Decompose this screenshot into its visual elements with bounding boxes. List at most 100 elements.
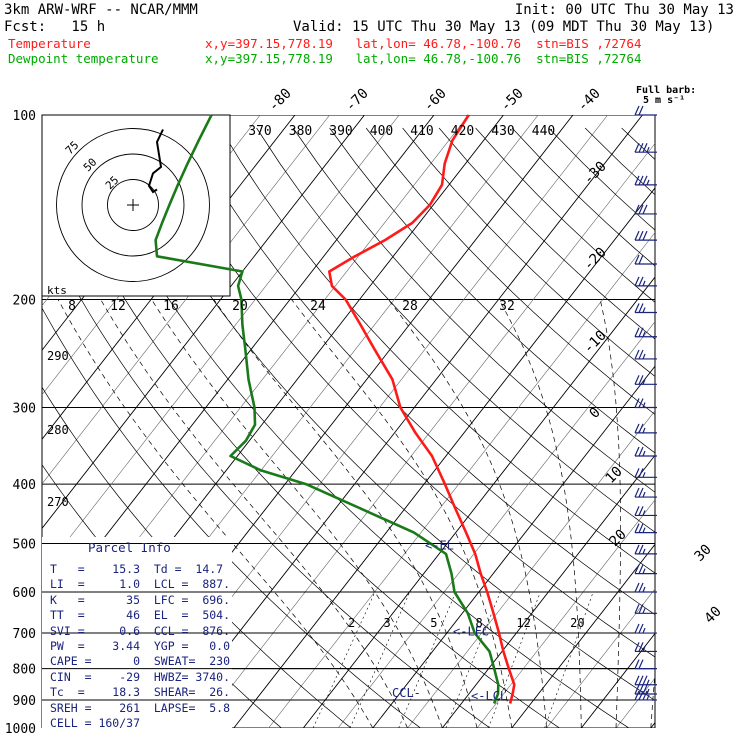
- wind-barb: [634, 276, 657, 287]
- pressure-tick-label: 1000: [5, 722, 36, 737]
- wind-barb: [634, 230, 657, 241]
- speed-scale-label: 28: [402, 299, 418, 314]
- parcel-info-row: CIN = -29 HWBZ= 3740.: [50, 669, 231, 684]
- dry-adiabat-line: [256, 127, 655, 533]
- temperature-location: x,y=397.15,778.19 lat,lon= 46.78,-100.76…: [205, 36, 642, 51]
- isotherm-label: 10: [603, 464, 626, 487]
- isotherm-line: [511, 543, 655, 728]
- hodograph-units: kts: [47, 284, 67, 297]
- wind-barb: [634, 604, 657, 614]
- isotherm-line: [302, 276, 655, 728]
- pressure-tick-label: 900: [13, 694, 36, 709]
- isotherm-line: [720, 115, 740, 728]
- dry-adiabat-line: [292, 127, 655, 493]
- pressure-tick-label: 100: [13, 109, 36, 124]
- isotherm-label: -20: [581, 245, 610, 274]
- dry-adiabat-line: [73, 127, 630, 728]
- dry-adiabat-line: [42, 307, 421, 728]
- isotherm-label: -60: [421, 86, 450, 115]
- dry-adiabat-line: [402, 127, 655, 377]
- theta-side-label: 280: [47, 423, 69, 437]
- isotherm-label: 30: [692, 542, 715, 565]
- level-annotation: <-LFC: [453, 625, 489, 639]
- parcel-info-row: T = 15.3 Td = 14.7: [50, 562, 224, 576]
- isotherm-label: -40: [575, 86, 604, 115]
- isotherm-label: -80: [266, 86, 295, 115]
- dry-adiabat-line: [42, 225, 491, 728]
- valid-time: Valid: 15 UTC Thu 30 May 13 (09 MDT Thu …: [293, 19, 715, 35]
- parcel-info-title: Parcel Info: [88, 540, 171, 555]
- dry-adiabat-line: [329, 127, 655, 454]
- isotherm-line: [615, 677, 655, 728]
- isotherm-label: -10: [581, 328, 610, 357]
- moist-adiabat-line: [57, 299, 374, 728]
- hodograph-ring: [107, 179, 159, 231]
- wind-barb: [634, 564, 657, 575]
- wind-barb: [634, 675, 657, 686]
- dewpoint-location: x,y=397.15,778.19 lat,lon= 46.78,-100.76…: [205, 51, 642, 66]
- wind-barb: [634, 659, 657, 670]
- wind-barb: [634, 142, 657, 153]
- hodograph-ring: [56, 128, 210, 282]
- parcel-info-row: TT = 46 EL = 504.: [50, 608, 231, 623]
- wind-barb: [634, 254, 657, 265]
- moist-adiabat-line: [213, 299, 478, 728]
- isotherm-line: [650, 721, 655, 728]
- wind-barb: [634, 303, 657, 314]
- isotherm-line: [372, 365, 655, 728]
- isotherm-line: [546, 588, 655, 728]
- hodograph-ring: [81, 153, 185, 257]
- wind-barb: [634, 523, 657, 534]
- dry-adiabat-line: [42, 137, 561, 728]
- wind-barb: [634, 375, 657, 385]
- wind-barb: [634, 506, 657, 517]
- parcel-info-row: LI = 1.0 LCL = 887.: [50, 577, 231, 592]
- parcel-info-panel: [42, 537, 232, 728]
- parcel-info-row: SVI = 0.6 CCL = 876.: [50, 623, 231, 638]
- pressure-tick-label: 600: [13, 586, 36, 601]
- theta-label: 380: [289, 124, 312, 139]
- isotherm-label: -50: [498, 86, 527, 115]
- mixing-ratio-line: [398, 591, 457, 728]
- mixing-ratio-label: 20: [570, 616, 584, 630]
- pressure-tick-label: 200: [13, 294, 36, 309]
- parcel-info-row: CAPE = 0 SWEAT= 230: [50, 654, 231, 669]
- isotherm-line: [42, 115, 330, 485]
- pressure-tick-label: 700: [13, 627, 36, 642]
- temperature-trace: [328, 114, 516, 704]
- parcel-info-row: K = 35 LFC = 696.: [50, 592, 231, 607]
- isotherm-line: [233, 187, 655, 728]
- level-annotation: CCL-: [392, 686, 421, 700]
- dry-adiabat-line: [183, 127, 655, 615]
- isotherm-label: -70: [343, 86, 372, 115]
- wind-barb: [634, 544, 657, 555]
- pressure-tick-label: 300: [13, 401, 36, 416]
- wind-barb: [634, 690, 657, 701]
- temperature-legend: Temperature: [8, 36, 91, 51]
- moist-adiabat-line: [650, 668, 655, 728]
- isotherm-line: [407, 410, 655, 728]
- parcel-info-row: SREH = 261 LAPSE= 5.8: [50, 700, 231, 715]
- isotherm-line: [441, 454, 655, 728]
- pressure-tick-label: 400: [13, 478, 36, 493]
- theta-label: 390: [329, 124, 352, 139]
- dry-adiabat-line: [110, 127, 655, 701]
- level-annotation: <-EL: [425, 539, 454, 553]
- dry-adiabat-line: [584, 127, 655, 196]
- moist-adiabat-line: [151, 299, 443, 728]
- forecast-hour: Fcst: 15 h: [4, 19, 106, 35]
- wind-barb: [634, 642, 657, 653]
- moist-adiabat-line: [599, 299, 621, 728]
- wind-barb: [634, 623, 657, 634]
- wind-barb: [634, 175, 657, 186]
- pressure-tick-label: 800: [13, 663, 36, 678]
- wind-barb: [634, 204, 657, 215]
- theta-side-label: 290: [47, 349, 69, 363]
- dry-adiabat-line: [146, 127, 655, 658]
- parcel-info-row: Tc = 18.3 SHEAR= 26.: [50, 685, 231, 700]
- mixing-ratio-label: 5: [430, 616, 437, 630]
- init-time: Init: 00 UTC Thu 30 May 13: [514, 2, 734, 18]
- mixing-ratio-line: [544, 591, 594, 728]
- parcel-info-row: PW = 3.44 YGP = 0.0: [50, 639, 231, 653]
- theta-label: 400: [370, 124, 393, 139]
